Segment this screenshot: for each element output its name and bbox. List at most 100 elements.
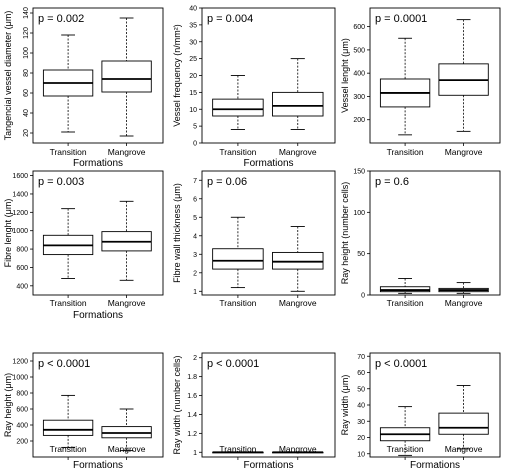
x-axis-label: Formations <box>73 310 123 321</box>
y-axis-label: Vessel frequency (n/mm²) <box>172 24 182 127</box>
category-label: Mangrove <box>445 147 483 157</box>
y-tick-label: 50 <box>357 386 365 393</box>
y-tick-label: 50 <box>357 251 365 258</box>
category-label: Mangrove <box>108 147 146 157</box>
y-tick-label: 1 <box>193 289 197 296</box>
y-tick-label: 600 <box>353 24 365 31</box>
p-value: p = 0.002 <box>38 13 84 25</box>
y-axis-label: Ray width (number cells) <box>172 355 182 454</box>
y-tick-label: 20 <box>23 129 30 137</box>
chart-panel-4: 400 600 800 1000 1200 1400 1600 Transition Mangr… <box>3 170 164 321</box>
y-tick-label: 80 <box>23 69 30 77</box>
y-tick-label: 1.6 <box>187 393 197 400</box>
x-axis-label: Formations <box>73 158 123 169</box>
box-transition <box>212 216 264 289</box>
box-mangrove <box>438 385 489 450</box>
chart-panel-6: 0 50 100 150 Transition Mangrove p = 0.6 Ray he… <box>340 169 501 308</box>
y-tick-label: 40 <box>23 109 30 117</box>
y-tick-label: 20 <box>357 435 365 442</box>
box-transition <box>379 37 431 136</box>
y-tick-label: 1400 <box>12 191 28 198</box>
chart-panel-5: 1 2 3 4 5 6 7 Transition Mangrove p = 0.06 Fibre w… <box>172 170 336 308</box>
y-tick-label: 400 <box>16 283 28 290</box>
y-tick-label: 600 <box>16 407 28 414</box>
plot-frame <box>201 352 336 458</box>
y-axis-label: Ray width (μm) <box>340 375 350 436</box>
category-label: Mangrove <box>279 444 317 454</box>
y-tick-label: 100 <box>353 210 365 217</box>
iqr-box <box>212 98 264 117</box>
category-label: Transition <box>219 444 256 454</box>
y-tick-label: 5 <box>193 124 197 131</box>
box-transition <box>212 75 264 130</box>
chart-panel-8: 1 1.2 1.4 1.6 1.8 2 Transition Mangrove p < 0.00… <box>172 352 336 471</box>
y-tick-label: 150 <box>353 169 365 176</box>
y-tick-label: 400 <box>16 423 28 430</box>
p-value: p = 0.06 <box>207 176 247 188</box>
y-tick-label: 1000 <box>12 375 28 382</box>
p-value: p = 0.0001 <box>375 13 427 25</box>
x-axis-label: Formations <box>243 460 293 471</box>
plot-frame <box>32 7 164 144</box>
y-tick-label: 2 <box>193 355 197 362</box>
category-label: Mangrove <box>445 298 483 308</box>
iqr-box <box>438 412 489 435</box>
category-label: Transition <box>387 298 424 308</box>
category-label: Mangrove <box>279 298 317 308</box>
y-axis-label: Ray height (μm) <box>3 373 13 437</box>
y-tick-label: 0 <box>193 141 197 148</box>
iqr-box <box>212 248 264 270</box>
y-tick-label: 120 <box>23 27 30 39</box>
iqr-box <box>272 251 324 270</box>
y-tick-label: 60 <box>357 370 365 377</box>
y-tick-label: 100 <box>23 47 30 59</box>
y-tick-label: 25 <box>189 56 197 63</box>
category-label: Transition <box>50 444 87 454</box>
chart-panel-2: 0 5 10 15 20 25 30 35 40 Transition Mangrove p = 0.… <box>172 6 336 169</box>
y-tick-label: 5 <box>193 215 197 222</box>
y-tick-label: 400 <box>353 71 365 78</box>
box-transition <box>379 406 431 456</box>
y-tick-label: 300 <box>353 94 365 101</box>
iqr-box <box>101 60 152 93</box>
category-label: Transition <box>387 147 424 157</box>
box-transition <box>212 451 264 454</box>
p-value: p = 0.003 <box>38 176 84 188</box>
plot-frame <box>201 7 336 144</box>
y-tick-label: 70 <box>357 354 365 361</box>
box-mangrove <box>438 282 489 294</box>
box-transition <box>42 34 94 133</box>
y-tick-label: 1600 <box>12 173 28 180</box>
category-label: Transition <box>50 147 87 157</box>
iqr-box <box>42 419 94 436</box>
y-tick-label: 6 <box>193 196 197 203</box>
y-tick-label: 0 <box>361 293 365 300</box>
p-value: p < 0.0001 <box>38 358 90 370</box>
category-label: Mangrove <box>279 147 317 157</box>
p-value: p < 0.0001 <box>375 358 427 370</box>
plot-frame <box>369 7 501 144</box>
y-axis-label: Tangencial vessel diameter (μm) <box>3 11 13 141</box>
category-label: Transition <box>50 298 87 308</box>
plot-frame <box>32 352 164 458</box>
y-tick-label: 15 <box>189 90 197 97</box>
box-transition <box>42 208 94 279</box>
y-tick-label: 800 <box>16 247 28 254</box>
y-tick-label: 500 <box>353 47 365 54</box>
p-value: p = 0.6 <box>375 176 409 188</box>
x-axis-label: Formations <box>410 460 460 471</box>
chart-panel-3: 200 300 400 500 600 Transition Mangrove p = 0.0… <box>340 7 501 157</box>
p-value: p = 0.004 <box>207 13 253 25</box>
y-axis-label: Fibre lenght (μm) <box>3 199 13 268</box>
p-value: p < 0.0001 <box>207 358 259 370</box>
y-tick-label: 20 <box>189 73 197 80</box>
box-mangrove <box>272 58 324 130</box>
box-mangrove <box>101 408 152 452</box>
y-tick-label: 35 <box>189 22 197 29</box>
x-axis-label: Formations <box>243 158 293 169</box>
box-transition <box>42 394 94 448</box>
box-transition <box>379 278 431 294</box>
